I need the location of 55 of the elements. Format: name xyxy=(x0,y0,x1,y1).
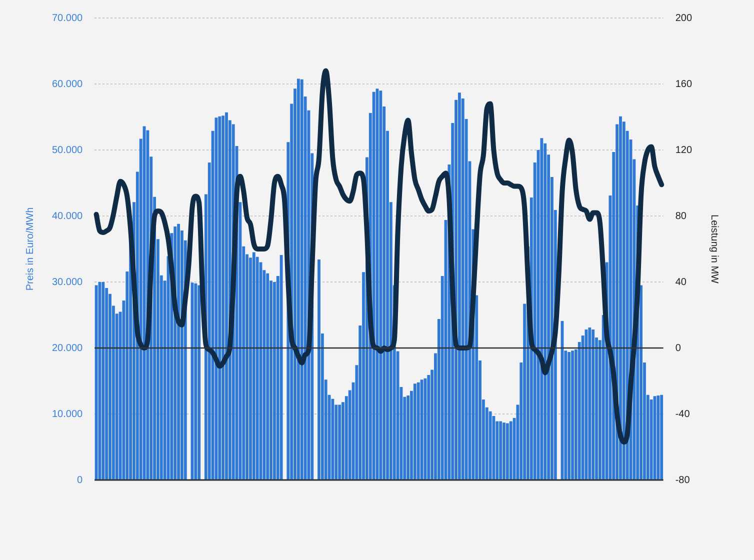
y2-tick-label: 80 xyxy=(675,210,687,222)
bar xyxy=(318,260,320,480)
y-tick-label: 0 xyxy=(77,474,84,486)
y-tick-label: 50.000 xyxy=(52,144,84,156)
bar xyxy=(252,252,256,480)
bar xyxy=(488,411,492,480)
y2-tick-label: 120 xyxy=(675,144,692,156)
bar xyxy=(506,423,509,480)
bar xyxy=(592,330,595,480)
y-tick-label: 40.000 xyxy=(52,210,84,222)
bar xyxy=(256,256,259,480)
bar xyxy=(218,116,222,480)
y2-tick-label: 200 xyxy=(675,12,692,24)
bar xyxy=(540,138,544,480)
bar xyxy=(194,283,198,480)
bar xyxy=(416,382,420,480)
y2-axis-title: Leistung in MW xyxy=(708,214,720,284)
y-tick-label: 20.000 xyxy=(52,342,84,354)
bar xyxy=(102,282,105,480)
bar xyxy=(458,92,461,480)
bar xyxy=(338,404,342,480)
bar xyxy=(300,79,304,480)
bar xyxy=(619,116,622,480)
bar xyxy=(94,285,98,480)
bar xyxy=(424,378,427,480)
y2-tick-label: -80 xyxy=(675,474,690,486)
y-tick-label: 70.000 xyxy=(52,12,84,24)
y2-tick-label: -40 xyxy=(675,408,690,420)
bar xyxy=(225,112,228,480)
bar xyxy=(296,78,300,480)
bar xyxy=(509,421,512,480)
bar xyxy=(372,92,376,480)
bar xyxy=(198,285,201,480)
bar xyxy=(266,273,270,480)
bar xyxy=(177,224,180,480)
y2-tick-label: 40 xyxy=(675,276,687,288)
y2-tick-label: 160 xyxy=(675,78,692,90)
bar xyxy=(331,398,334,480)
bar xyxy=(222,116,225,480)
bar xyxy=(413,384,416,480)
bar xyxy=(280,254,283,480)
y-axis-title: Preis in Euro/MWh xyxy=(24,207,36,291)
y-tick-label: 10.000 xyxy=(52,408,84,420)
bar xyxy=(571,350,574,480)
y-tick-label: 60.000 xyxy=(52,78,84,90)
y-tick-label: 30.000 xyxy=(52,276,84,288)
y2-tick-label: 0 xyxy=(675,342,682,354)
bar xyxy=(588,328,592,480)
bar xyxy=(502,422,506,480)
bar xyxy=(656,396,660,480)
bar xyxy=(568,352,571,480)
bar xyxy=(650,399,653,480)
bar xyxy=(379,90,382,480)
bar xyxy=(499,421,502,480)
bar xyxy=(660,394,664,480)
